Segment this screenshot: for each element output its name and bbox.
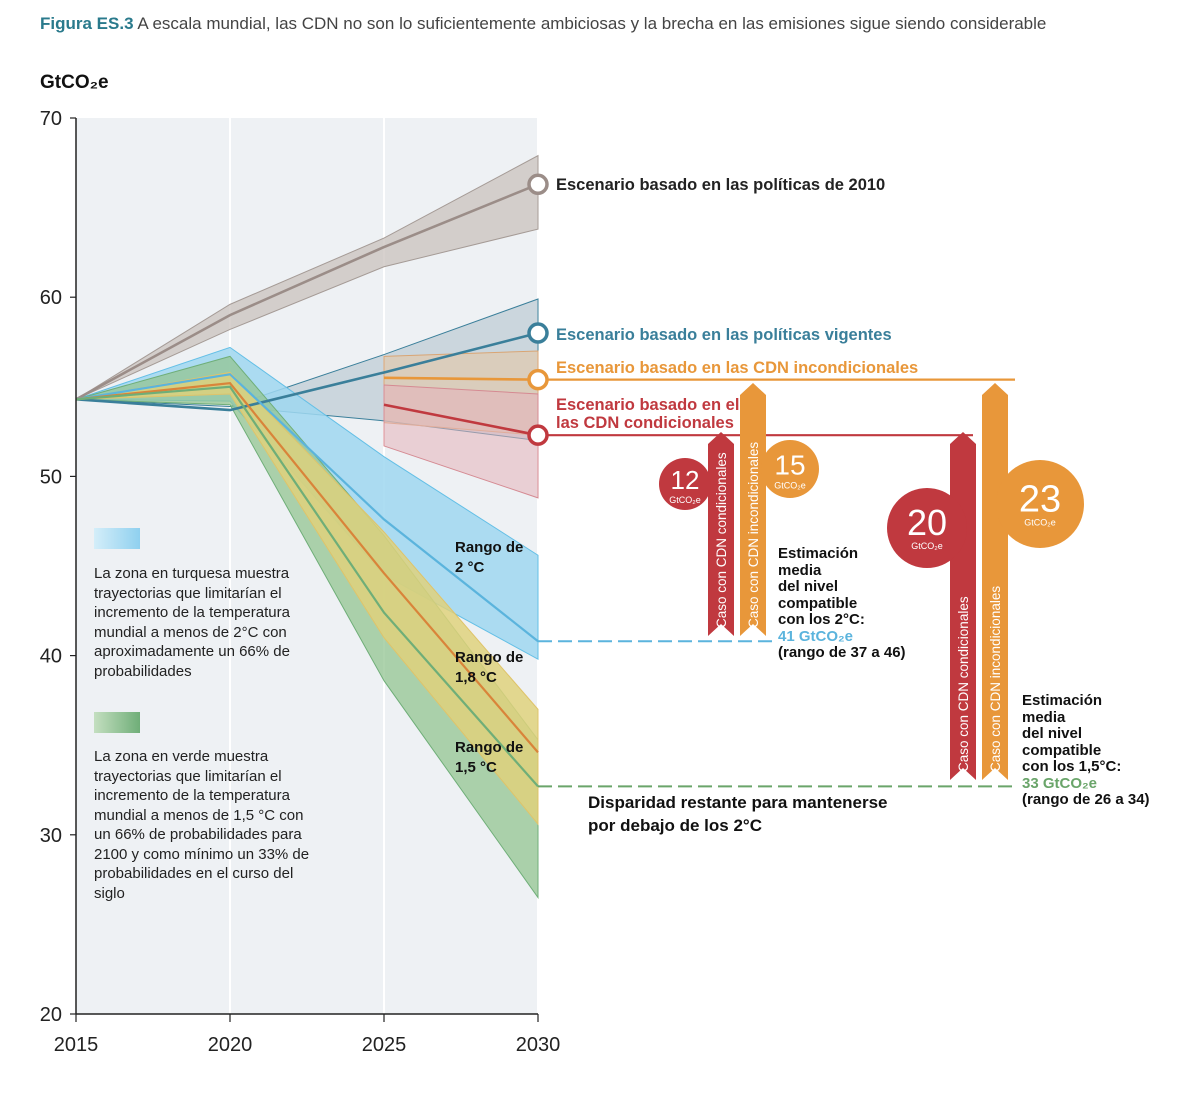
gap-bar-label: Caso con CDN incondicionales <box>988 586 1003 772</box>
series-label-current: Escenario basado en las políticas vigent… <box>556 326 892 344</box>
note-15c: Estimación media del nivel compatible co… <box>1022 692 1150 809</box>
series-line <box>75 385 539 788</box>
series-endpoint-marker <box>527 173 549 196</box>
gap-bubble <box>761 440 819 498</box>
gap-value: 20 <box>907 502 947 543</box>
x-tick-label: 2025 <box>362 1034 407 1056</box>
range-label: 1,8 °C <box>455 669 497 686</box>
note-15c-line: del nivel <box>1022 725 1083 742</box>
series-endpoint-marker <box>527 368 549 391</box>
gap-unit: GtCO₂e <box>1024 518 1056 528</box>
series-endpoint-marker <box>527 424 549 446</box>
range-label: Rango de <box>455 539 523 556</box>
series-label-uncond: Escenario basado en las CDN incondiciona… <box>556 359 918 377</box>
note-15c-line: compatible <box>1022 741 1102 759</box>
range-label: Rango de <box>455 649 523 666</box>
note-15c-line: media <box>1022 708 1066 726</box>
note-2c: Estimación media del nivel compatible co… <box>778 545 906 662</box>
gap-bar-label: Caso con CDN condicionales <box>956 596 971 772</box>
gap-bar-label: Caso con CDN condicionales <box>714 452 729 628</box>
range-label: 1,5 °C <box>455 759 497 776</box>
series-label-2010: Escenario basado en las políticas de 201… <box>556 176 885 194</box>
series-line <box>75 382 539 754</box>
range-label: Rango de <box>455 739 523 756</box>
series-endpoint-marker <box>527 322 549 344</box>
gap-unit: GtCO₂e <box>911 541 943 551</box>
note-2c-range: (rango de 37 a 46) <box>778 644 906 661</box>
x-tick-label: 2020 <box>208 1034 253 1056</box>
series-line <box>75 373 539 643</box>
series-line <box>383 376 539 381</box>
y-tick-label: 40 <box>40 646 62 668</box>
y-axis-label: GtCO₂e <box>40 72 109 93</box>
y-tick-label: 30 <box>40 825 62 847</box>
legend-turquoise-text: La zona en turquesa muestra trayectorias… <box>94 565 290 680</box>
note-2c-line: Estimación <box>778 545 859 562</box>
range-label: 2 °C <box>455 559 485 576</box>
y-tick-label: 20 <box>40 1004 62 1026</box>
disparity-label: Disparidad restante para mantenerse <box>588 793 888 812</box>
note-15c-line: con los 1,5°C: <box>1022 758 1122 775</box>
note-2c-line: compatible <box>778 594 858 612</box>
gap-unit: GtCO₂e <box>774 481 806 491</box>
gap-value: 23 <box>1019 479 1061 521</box>
gap-bubble <box>887 488 967 568</box>
y-tick-label: 60 <box>40 287 62 309</box>
x-tick-label: 2030 <box>516 1034 561 1056</box>
series-label-cond: Escenario basado en el <box>556 396 739 414</box>
gap-bar <box>708 432 734 636</box>
legend-green-text: La zona en verde muestra trayectorias qu… <box>94 748 310 902</box>
note-2c-value: 41 GtCO₂e <box>778 627 854 645</box>
series-line <box>75 331 539 412</box>
note-2c-line: media <box>778 561 822 579</box>
figure-title-text: A escala mundial, las CDN no son lo sufi… <box>137 14 1047 33</box>
legend-swatch-turquoise <box>94 528 140 549</box>
disparity-label: por debajo de los 2°C <box>588 816 762 835</box>
series-band <box>76 372 538 825</box>
gap-bubble <box>996 460 1084 548</box>
page-title: Figura ES.3 A escala mundial, las CDN no… <box>40 14 1046 34</box>
gap-bubble <box>659 458 711 510</box>
gap-value: 15 <box>774 450 805 481</box>
x-tick-label: 2015 <box>54 1034 99 1056</box>
note-15c-range: (rango de 26 a 34) <box>1022 791 1150 808</box>
series-label-cond: las CDN condicionales <box>556 414 734 432</box>
gap-bar <box>740 383 766 636</box>
gap-bar-label: Caso con CDN incondicionales <box>746 442 761 628</box>
gap-bar <box>982 383 1008 780</box>
note-2c-line: con los 2°C: <box>778 611 865 628</box>
y-tick-label: 50 <box>40 466 62 488</box>
gap-value: 12 <box>671 465 700 495</box>
note-15c-line: Estimación <box>1022 692 1103 709</box>
series-line <box>383 403 539 437</box>
legend-swatch-green <box>94 712 140 733</box>
note-2c-line: del nivel <box>778 578 839 595</box>
gap-unit: GtCO₂e <box>669 495 701 505</box>
figure-label: Figura ES.3 <box>40 14 134 33</box>
note-15c-value: 33 GtCO₂e <box>1022 774 1098 792</box>
y-tick-label: 70 <box>40 108 62 130</box>
series-line <box>75 183 539 401</box>
